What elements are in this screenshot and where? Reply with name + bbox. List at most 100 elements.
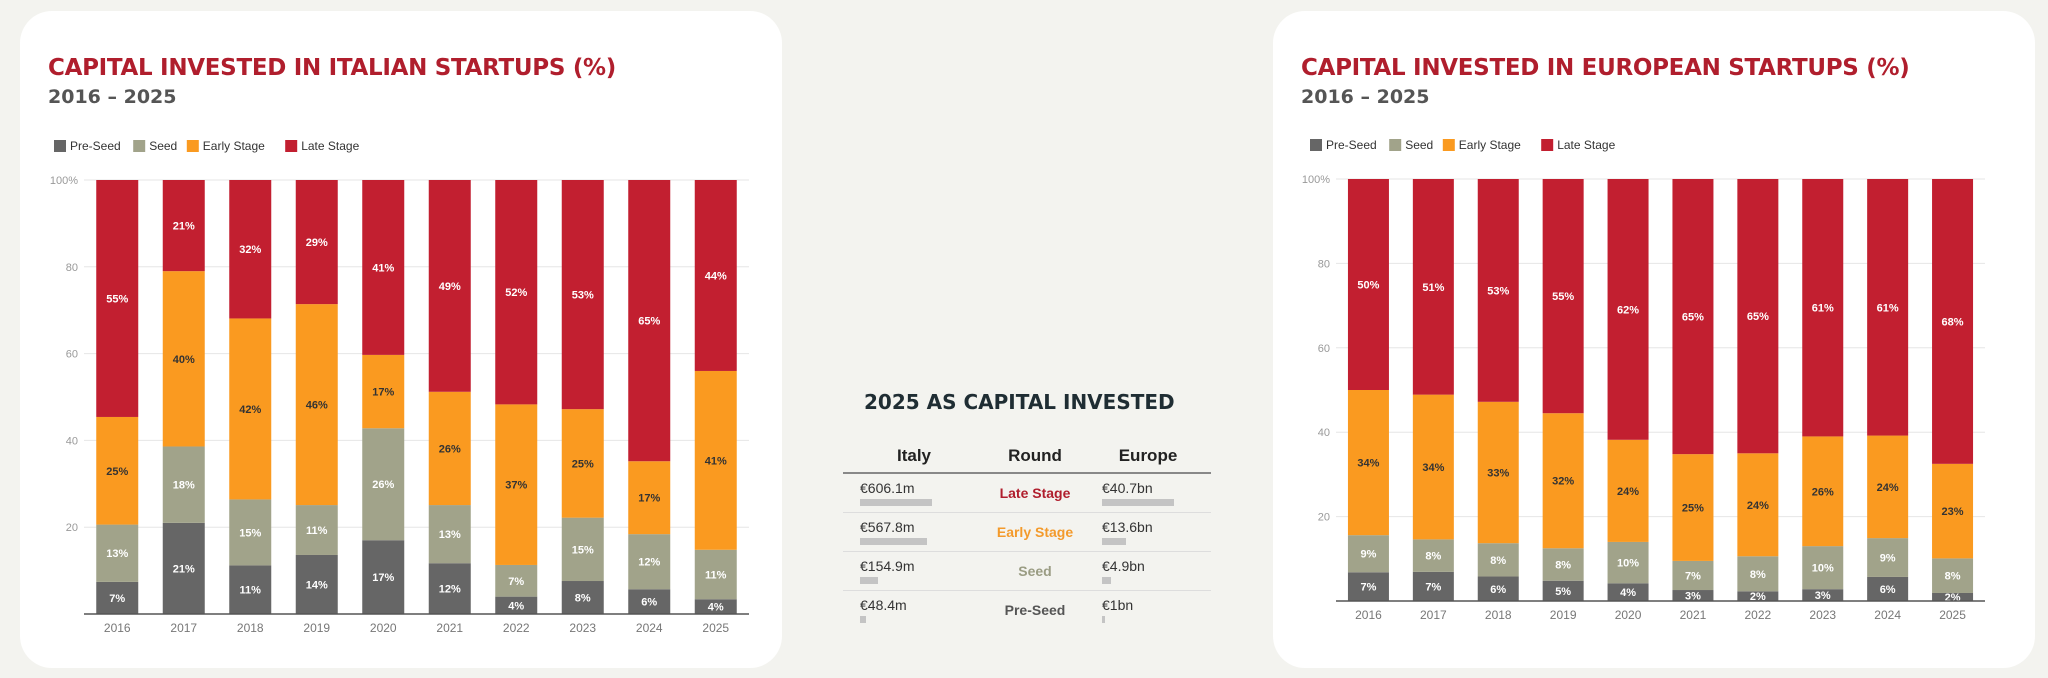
italy-x-tick-label: 2022 <box>503 621 530 635</box>
europe-cell: €4.9bn <box>1085 551 1211 591</box>
europe-bar-pre-seed-2022 <box>1737 591 1779 601</box>
europe-bar-pre-seed-2020 <box>1607 583 1649 601</box>
italy-data-label-seed-2019: 11% <box>306 525 328 537</box>
italy-legend-item-seed: Seed <box>133 139 177 153</box>
italy-bar-pre-seed-2022 <box>495 596 538 614</box>
round-cell: Early Stage <box>985 512 1085 552</box>
europe-bar-seed-2025 <box>1932 558 1974 593</box>
italy-bar-seed-2018 <box>229 499 272 566</box>
europe-data-label-pre-seed-2017: 7% <box>1425 581 1441 593</box>
italy-data-label-seed-2018: 15% <box>239 527 261 539</box>
italy-bar-early-stage-2017 <box>162 271 205 447</box>
europe-chart-card: CAPITAL INVESTED IN EUROPEAN STARTUPS (%… <box>1273 11 2035 668</box>
round-label: Seed <box>1018 563 1052 579</box>
europe-value-bar <box>1102 616 1105 623</box>
europe-data-label-seed-2022: 8% <box>1750 569 1766 581</box>
europe-data-label-pre-seed-2023: 3% <box>1815 590 1831 602</box>
italy-cell: €48.4m <box>843 591 985 630</box>
europe-data-label-early-stage-2023: 26% <box>1812 486 1834 498</box>
europe-data-label-seed-2025: 8% <box>1945 571 1961 583</box>
comparison-body: €606.1m Late Stage €40.7bn €567.8m Early Sta… <box>843 473 1211 629</box>
italy-data-label-early-stage-2017: 40% <box>173 354 195 366</box>
italy-bar-seed-2019 <box>295 505 338 555</box>
italy-bar-seed-2023 <box>561 517 604 582</box>
europe-data-label-late-stage-2022: 65% <box>1747 311 1769 323</box>
europe-bar-seed-2019 <box>1542 548 1584 581</box>
europe-data-label-seed-2021: 7% <box>1685 570 1701 582</box>
italy-bar-late-stage-2024 <box>628 180 671 462</box>
europe-data-label-pre-seed-2025: 2% <box>1945 592 1961 604</box>
italy-x-tick-label: 2018 <box>237 621 264 635</box>
italy-data-label-seed-2025: 11% <box>705 570 727 582</box>
italy-legend-label: Early Stage <box>203 139 265 153</box>
italy-data-label-late-stage-2024: 65% <box>638 316 660 328</box>
europe-data-label-late-stage-2019: 55% <box>1552 291 1574 303</box>
europe-legend-swatch <box>1541 139 1554 151</box>
europe-value-bar <box>1102 499 1174 506</box>
italy-data-label-seed-2017: 18% <box>173 480 195 492</box>
italy-data-label-pre-seed-2024: 6% <box>641 597 657 609</box>
europe-bar-early-stage-2017 <box>1412 394 1454 540</box>
europe-bar-late-stage-2017 <box>1412 179 1454 395</box>
italy-data-label-seed-2024: 12% <box>638 557 660 569</box>
italy-data-label-early-stage-2023: 25% <box>572 458 594 470</box>
italy-data-label-seed-2022: 7% <box>508 576 524 588</box>
round-label: Pre-Seed <box>1004 602 1066 618</box>
europe-data-label-pre-seed-2019: 5% <box>1555 586 1571 598</box>
europe-value: €40.7bn <box>1102 480 1153 496</box>
europe-bar-late-stage-2022 <box>1737 179 1779 454</box>
europe-data-label-early-stage-2017: 34% <box>1422 462 1444 474</box>
italy-data-label-late-stage-2022: 52% <box>505 287 527 299</box>
italy-legend-label: Seed <box>149 139 177 153</box>
italy-data-label-early-stage-2019: 46% <box>306 400 328 412</box>
italy-data-label-late-stage-2021: 49% <box>439 281 461 293</box>
italy-data-label-pre-seed-2016: 7% <box>109 593 125 605</box>
europe-bar-late-stage-2018 <box>1477 179 1519 402</box>
europe-bar-late-stage-2023 <box>1802 179 1844 437</box>
italy-bar-seed-2016 <box>96 524 139 582</box>
italy-value-bar <box>860 538 928 545</box>
italy-bar-late-stage-2025 <box>694 180 737 371</box>
europe-value-bar <box>1102 577 1111 584</box>
italy-cell: €567.8m <box>843 512 985 552</box>
italy-data-label-late-stage-2018: 32% <box>239 244 261 256</box>
round-label: Late Stage <box>999 485 1071 501</box>
europe-bar-late-stage-2016 <box>1347 179 1389 390</box>
italy-y-tick-label: 40 <box>66 435 78 447</box>
europe-data-label-seed-2020: 10% <box>1617 558 1639 570</box>
italy-bar-pre-seed-2023 <box>561 581 604 614</box>
italy-x-tick-label: 2019 <box>303 621 330 635</box>
europe-data-label-pre-seed-2020: 4% <box>1620 587 1636 599</box>
italy-legend-item-pre-seed: Pre-Seed <box>54 139 121 153</box>
europe-data-label-late-stage-2018: 53% <box>1487 285 1509 297</box>
europe-y-tick-label: 20 <box>1318 512 1330 524</box>
europe-bar-late-stage-2024 <box>1867 179 1909 436</box>
europe-bar-early-stage-2019 <box>1542 413 1584 549</box>
europe-bar-seed-2017 <box>1412 539 1454 572</box>
europe-legend-swatch <box>1310 139 1322 151</box>
europe-data-label-seed-2024: 9% <box>1880 553 1896 565</box>
italy-y-tick-label: 20 <box>66 522 78 534</box>
europe-cell: €40.7bn <box>1085 473 1211 513</box>
italy-bar-pre-seed-2017 <box>162 522 205 614</box>
italy-bar-early-stage-2021 <box>428 391 471 506</box>
europe-value: €4.9bn <box>1102 558 1145 574</box>
europe-stacked-bar-chart: Pre-Seed Seed Early Stage Late Stage 20 40 60 8… <box>1302 138 1985 622</box>
italy-x-tick-label: 2020 <box>370 621 397 635</box>
italy-bar-seed-2021 <box>428 505 471 564</box>
europe-data-label-early-stage-2025: 23% <box>1942 506 1964 518</box>
europe-legend-label: Pre-Seed <box>1326 138 1377 152</box>
europe-bar-early-stage-2018 <box>1477 401 1519 544</box>
europe-data-label-seed-2016: 9% <box>1360 549 1376 561</box>
italy-bar-pre-seed-2024 <box>628 589 671 614</box>
europe-legend-item-seed: Seed <box>1389 138 1433 152</box>
italy-data-label-late-stage-2017: 21% <box>173 221 195 233</box>
europe-bar-late-stage-2019 <box>1542 179 1584 414</box>
europe-x-tick-label: 2025 <box>1939 608 1966 622</box>
europe-bar-seed-2024 <box>1867 538 1909 577</box>
italy-bar-late-stage-2017 <box>162 180 205 272</box>
italy-bar-pre-seed-2021 <box>428 563 471 614</box>
europe-bar-pre-seed-2025 <box>1932 592 1974 601</box>
europe-data-label-late-stage-2025: 68% <box>1942 316 1964 328</box>
europe-y-tick-label: 80 <box>1318 258 1330 270</box>
